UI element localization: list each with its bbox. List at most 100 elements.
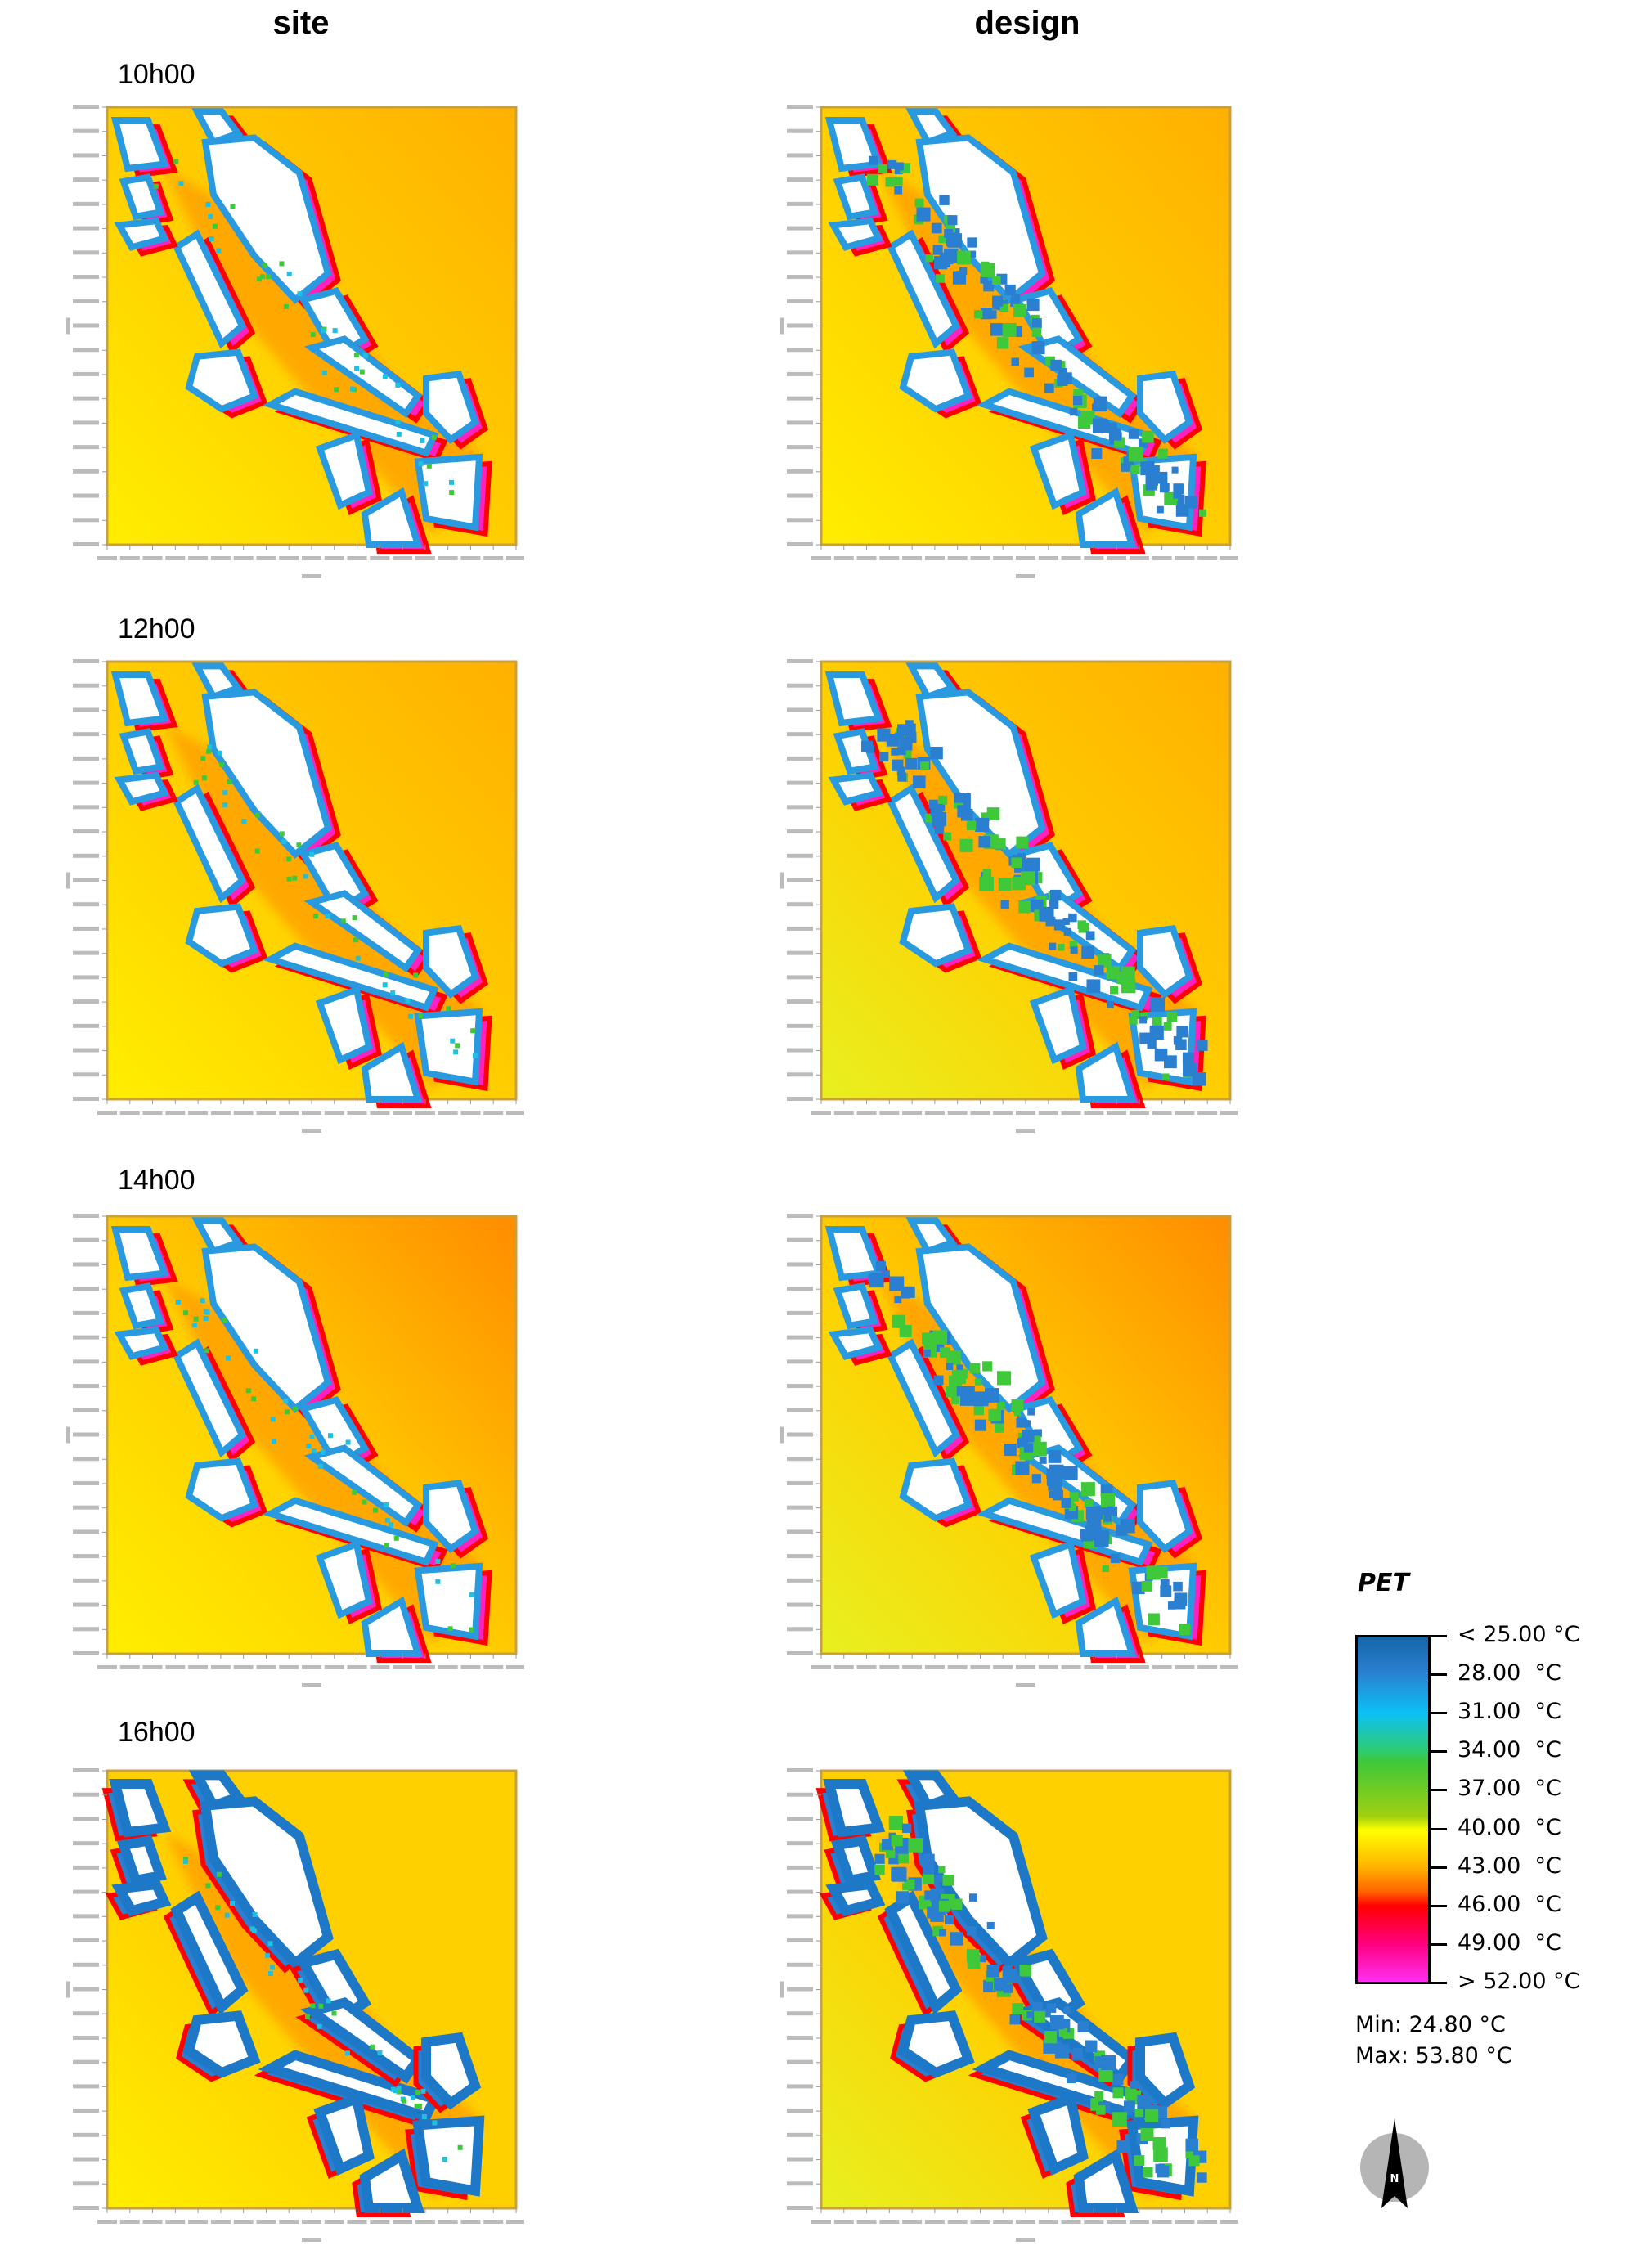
vegetation-cell bbox=[309, 851, 315, 857]
x-axis-tick-label bbox=[97, 1111, 117, 1115]
tree-shade-cell bbox=[939, 1347, 950, 1359]
vegetation-cell bbox=[303, 1987, 309, 1993]
tree-shade-cell bbox=[1094, 965, 1104, 976]
vegetation-cell bbox=[215, 1905, 221, 1911]
tree-shade-cell bbox=[1149, 1025, 1164, 1040]
building bbox=[824, 117, 883, 173]
y-axis-label bbox=[780, 317, 784, 335]
tree-shade-cell bbox=[1086, 979, 1101, 994]
x-axis-tick-label bbox=[370, 2220, 390, 2224]
y-axis-tick-label bbox=[73, 1048, 99, 1053]
tree-shade-cell bbox=[986, 1390, 999, 1402]
tree-shade-cell bbox=[895, 162, 904, 171]
tree-shade-cell bbox=[1147, 1040, 1157, 1049]
x-axis-tick-label bbox=[370, 1111, 390, 1115]
tree-shade-cell bbox=[1112, 2073, 1124, 2086]
tree-shade-cell bbox=[891, 748, 899, 756]
y-axis-tick-label bbox=[787, 902, 813, 907]
x-axis-tick-label bbox=[483, 1111, 504, 1115]
tree-shade-cell bbox=[1034, 1429, 1042, 1437]
x-axis-tick-label bbox=[1152, 1665, 1172, 1669]
tree-shade-cell bbox=[1049, 2015, 1064, 2030]
tree-shade-cell bbox=[980, 276, 988, 284]
tree-shade-cell bbox=[1138, 438, 1148, 448]
building bbox=[914, 1796, 1048, 1970]
x-axis-tick-label bbox=[119, 556, 140, 560]
tree-shade-cell bbox=[986, 1965, 1000, 1978]
y-axis-tick-label bbox=[787, 420, 813, 425]
x-axis-tick-label bbox=[1107, 1111, 1127, 1115]
vegetation-cell bbox=[435, 1559, 441, 1565]
tree-shade-cell bbox=[925, 254, 933, 263]
y-axis-tick-label bbox=[787, 2157, 813, 2162]
vegetation-cell bbox=[321, 370, 327, 375]
tree-shade-cell bbox=[1173, 1581, 1183, 1592]
y-axis-tick-label bbox=[73, 201, 99, 206]
tree-shade-cell bbox=[1057, 375, 1068, 386]
tree-shade-cell bbox=[1157, 505, 1164, 514]
tree-shade-cell bbox=[1130, 1009, 1139, 1018]
tree-shade-cell bbox=[894, 1296, 902, 1304]
tree-shade-cell bbox=[898, 1853, 910, 1864]
building bbox=[897, 2010, 975, 2078]
x-axis-tick-label bbox=[460, 1111, 481, 1115]
tree-shade-cell bbox=[932, 245, 943, 255]
x-axis-tick-label bbox=[119, 1111, 140, 1115]
x-axis-tick-label bbox=[279, 556, 299, 560]
tree-shade-cell bbox=[939, 1929, 946, 1937]
y-axis-tick-label bbox=[73, 1889, 99, 1894]
x-axis-tick-label bbox=[993, 556, 1013, 560]
y-axis-tick-label bbox=[787, 1072, 813, 1077]
vegetation-cell bbox=[318, 2003, 324, 2009]
y-axis-tick-label bbox=[73, 1072, 99, 1077]
vegetation-cell bbox=[320, 1449, 326, 1455]
vegetation-cell bbox=[230, 1900, 236, 1906]
y-axis-tick-label bbox=[73, 1651, 99, 1655]
tree-shade-cell bbox=[1184, 496, 1198, 509]
tree-shade-cell bbox=[1034, 2010, 1046, 2023]
tree-shade-cell bbox=[1175, 1039, 1187, 1051]
x-axis-tick-label bbox=[119, 2220, 140, 2224]
tree-shade-cell bbox=[882, 1270, 890, 1278]
tree-shade-cell bbox=[1143, 2167, 1153, 2178]
tree-shade-cell bbox=[1048, 1476, 1062, 1491]
tree-shade-cell bbox=[1011, 1399, 1024, 1412]
y-axis-tick-label bbox=[787, 2181, 813, 2186]
legend-tick bbox=[1431, 1942, 1447, 1946]
legend-title: PET bbox=[1358, 1569, 1409, 1597]
y-axis-tick-label bbox=[787, 2059, 813, 2064]
y-axis-tick-label bbox=[73, 1602, 99, 1607]
x-axis-tick-label bbox=[1016, 1111, 1035, 1115]
x-axis-tick-label bbox=[879, 1665, 900, 1669]
x-axis-tick-label bbox=[460, 2220, 481, 2224]
legend-max: Max: 53.80 °C bbox=[1355, 2043, 1512, 2068]
x-axis-label bbox=[1016, 574, 1035, 578]
time-label: 10h00 bbox=[118, 59, 195, 90]
x-axis-tick-label bbox=[856, 1111, 877, 1115]
vegetation-cell bbox=[442, 2156, 447, 2162]
x-axis-tick-label bbox=[1016, 1665, 1035, 1669]
vegetation-cell bbox=[420, 438, 425, 443]
building bbox=[414, 453, 483, 532]
tree-shade-cell bbox=[959, 838, 973, 852]
tree-shade-cell bbox=[1023, 1443, 1034, 1453]
vegetation-cell bbox=[415, 2089, 420, 2095]
x-axis-tick-label bbox=[370, 1665, 390, 1669]
y-axis-tick-label bbox=[787, 201, 813, 206]
legend-tick-label: 37.00 °C bbox=[1458, 1776, 1561, 1802]
tree-shade-cell bbox=[877, 728, 891, 742]
tree-shade-cell bbox=[1086, 1525, 1095, 1534]
y-axis-tick-label bbox=[73, 1768, 99, 1772]
x-axis-tick-label bbox=[1220, 1665, 1238, 1669]
tree-shade-cell bbox=[1157, 2165, 1170, 2178]
y-axis-tick-label bbox=[787, 1310, 813, 1315]
x-axis-label bbox=[1016, 1683, 1035, 1687]
tree-shade-cell bbox=[1081, 945, 1094, 959]
building bbox=[119, 173, 165, 221]
building bbox=[201, 134, 332, 304]
tree-shade-cell bbox=[874, 1853, 885, 1864]
building bbox=[119, 1282, 165, 1330]
y-axis-tick-label bbox=[787, 950, 813, 955]
vegetation-cell bbox=[205, 1883, 211, 1889]
tree-shade-cell bbox=[1116, 2140, 1130, 2153]
